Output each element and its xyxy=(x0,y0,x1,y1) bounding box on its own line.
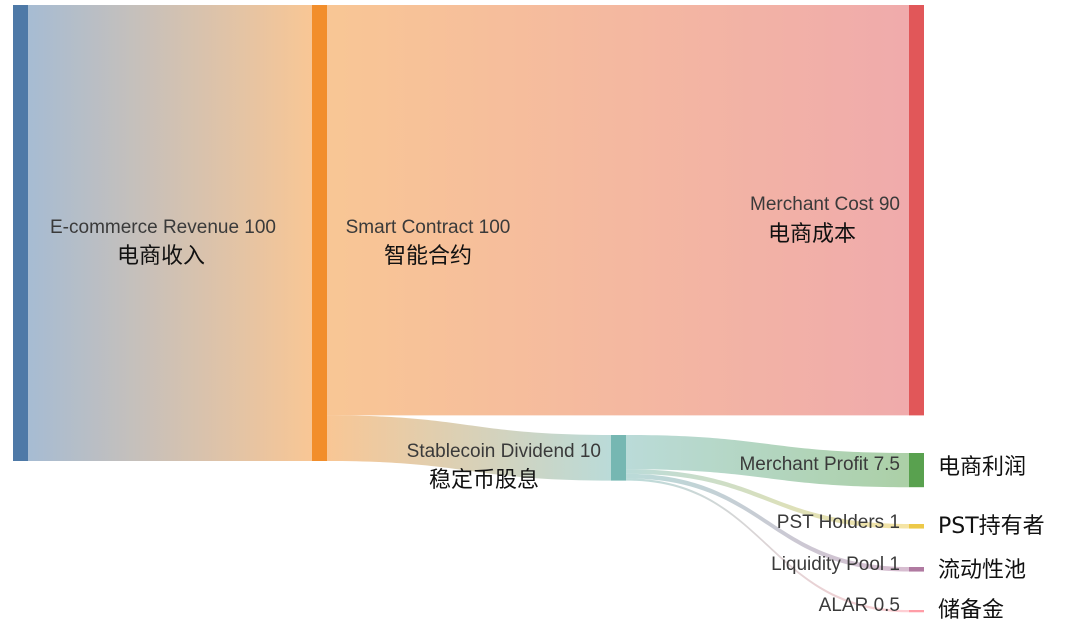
label-cn-profit: 电商利润 xyxy=(938,455,1026,480)
labels-layer: E-commerce Revenue 100 电商收入 Smart Contract… xyxy=(50,194,1045,623)
link-dividend-to-pool xyxy=(626,473,909,572)
link-contract-to-cost xyxy=(327,5,909,416)
label-cost: Merchant Cost 90 xyxy=(750,194,900,215)
node-profit xyxy=(909,453,924,488)
node-cost xyxy=(909,5,924,416)
label-contract: Smart Contract 100 xyxy=(346,217,511,238)
node-pst xyxy=(909,524,924,529)
label-cn-dividend: 稳定币股息 xyxy=(429,468,539,493)
label-cn-revenue: 电商收入 xyxy=(117,244,205,269)
link-dividend-to-profit xyxy=(626,435,909,488)
label-revenue: E-commerce Revenue 100 xyxy=(50,217,276,238)
node-revenue xyxy=(13,5,28,461)
label-pst: PST Holders 1 xyxy=(777,512,900,533)
label-profit: Merchant Profit 7.5 xyxy=(739,454,900,475)
node-dividend xyxy=(611,435,626,481)
label-cn-pst: PST持有者 xyxy=(938,514,1045,539)
link-dividend-to-alar xyxy=(626,478,909,613)
label-cn-pool: 流动性池 xyxy=(938,558,1026,583)
label-cn-contract: 智能合约 xyxy=(384,244,472,269)
label-cn-cost: 电商成本 xyxy=(768,222,856,247)
label-dividend: Stablecoin Dividend 10 xyxy=(407,441,601,462)
link-revenue-to-contract xyxy=(28,5,312,461)
link-dividend-to-pst xyxy=(626,469,909,529)
node-alar xyxy=(909,610,924,613)
nodes-layer xyxy=(13,5,924,613)
label-alar: ALAR 0.5 xyxy=(819,595,900,616)
link-contract-to-dividend xyxy=(327,415,611,481)
label-pool: Liquidity Pool 1 xyxy=(771,554,900,575)
links-layer xyxy=(28,5,909,613)
node-pool xyxy=(909,567,924,572)
label-cn-alar: 储备金 xyxy=(938,598,1004,623)
node-contract xyxy=(312,5,327,461)
